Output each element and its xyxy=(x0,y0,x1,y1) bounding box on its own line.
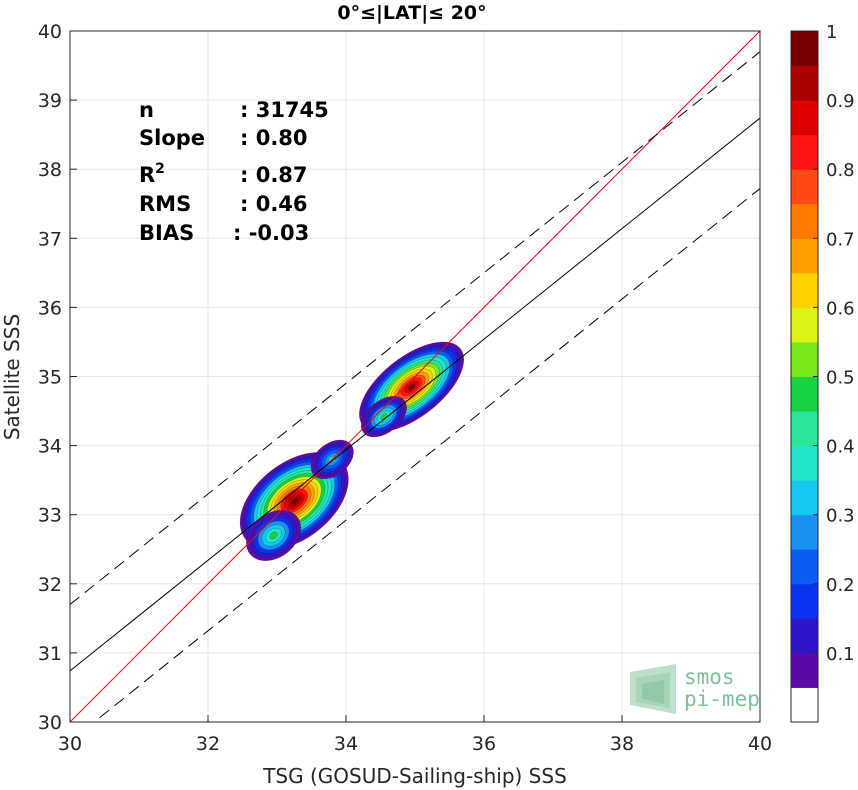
y-axis-label: Satellite SSS xyxy=(0,314,24,440)
colorbar-tick-label: 0.5 xyxy=(826,368,855,389)
stat-label: Slope xyxy=(139,126,205,150)
colorbar-segment xyxy=(791,583,818,619)
colorbar-tick-label: 0.4 xyxy=(826,437,855,458)
y-tick-label: 40 xyxy=(38,21,62,43)
logo-text-line2: pi-mep xyxy=(684,687,760,711)
colorbar-segment xyxy=(791,134,818,170)
stat-value: : 0.46 xyxy=(240,192,308,216)
x-tick-label: 40 xyxy=(748,733,772,755)
upper-bound-line xyxy=(70,51,760,605)
colorbar-tick-label: 0.6 xyxy=(826,298,855,319)
stat-value: : 0.80 xyxy=(240,126,308,150)
stat-value: : -0.03 xyxy=(233,221,309,245)
colorbar-segment xyxy=(791,238,818,274)
colorbar: 0.1 0.2 0.3 0.4 0.5 0.6 0.7 0.8 0.9 1 xyxy=(790,22,855,723)
y-tick-label: 33 xyxy=(38,505,62,527)
chart-title: 0°≤|LAT|≤ 20° xyxy=(337,2,486,24)
reference-lines xyxy=(70,31,760,722)
colorbar-segment xyxy=(791,687,818,723)
lower-bound-line xyxy=(93,188,760,722)
colorbar-segment xyxy=(791,31,818,67)
colorbar-tick-label: 0.1 xyxy=(826,644,855,665)
y-tick-label: 32 xyxy=(38,574,62,596)
y-tick-label: 37 xyxy=(38,228,62,250)
x-axis-label: TSG (GOSUD-Sailing-ship) SSS xyxy=(262,764,567,788)
colorbar-tick-label: 0.9 xyxy=(826,91,855,112)
colorbar-segment xyxy=(791,307,818,343)
y-tick-label: 31 xyxy=(38,643,62,665)
grid-lines xyxy=(69,30,761,723)
colorbar-segment xyxy=(791,341,818,377)
y-tick-label: 34 xyxy=(38,436,62,458)
colorbar-segment xyxy=(791,549,818,585)
x-tick-label: 32 xyxy=(196,733,220,755)
logo-graphic-icon xyxy=(630,664,676,714)
x-tick-label: 36 xyxy=(472,733,496,755)
stat-value: : 31745 xyxy=(240,98,329,122)
colorbar-segment xyxy=(791,100,818,136)
colorbar-tick-label: 0.7 xyxy=(826,229,855,250)
colorbar-tick-label: 1 xyxy=(826,22,837,43)
x-tick-label: 30 xyxy=(58,733,82,755)
y-tick-label: 39 xyxy=(38,90,62,112)
colorbar-segment xyxy=(791,65,818,101)
colorbar-segment xyxy=(791,652,818,688)
stat-label: RMS xyxy=(139,192,191,216)
regression-line xyxy=(70,117,760,672)
colorbar-segment xyxy=(791,376,818,412)
density-contours xyxy=(239,341,464,561)
colorbar-segment xyxy=(791,203,818,239)
colorbar-segment xyxy=(791,514,818,550)
colorbar-segment xyxy=(791,411,818,447)
colorbar-segment xyxy=(791,445,818,481)
density-contour xyxy=(269,531,278,540)
x-tick-label: 38 xyxy=(610,733,634,755)
identity-line xyxy=(70,31,760,722)
y-tick-label: 38 xyxy=(38,159,62,181)
colorbar-segment xyxy=(791,618,818,654)
logo-text-line1: smos xyxy=(684,665,735,689)
y-tick-label: 30 xyxy=(38,712,62,734)
colorbar-segment xyxy=(791,272,818,308)
colorbar-tick-label: 0.3 xyxy=(826,506,855,527)
x-tick-label: 34 xyxy=(334,733,358,755)
y-axis-ticks: 30 31 32 33 34 35 36 37 38 39 40 xyxy=(38,21,77,734)
stat-value: : 0.87 xyxy=(240,163,308,187)
colorbar-segment xyxy=(791,480,818,516)
stat-label: BIAS xyxy=(139,221,194,245)
colorbar-tick-label: 0.2 xyxy=(826,575,855,596)
smos-pi-mep-logo: smos pi-mep xyxy=(630,664,760,714)
x-axis-ticks: 30 32 34 36 38 40 xyxy=(58,715,772,755)
colorbar-segment xyxy=(791,169,818,205)
stat-label: n xyxy=(139,98,154,122)
density-contour xyxy=(407,383,416,391)
y-tick-label: 36 xyxy=(38,297,62,319)
colorbar-tick-label: 0.8 xyxy=(826,160,855,181)
y-tick-label: 35 xyxy=(38,367,62,389)
